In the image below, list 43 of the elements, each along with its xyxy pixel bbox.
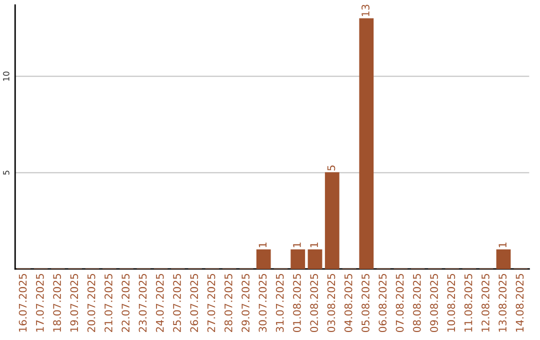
x-tick-label: 17.07.2025: [36, 274, 44, 332]
x-tick-label: 16.07.2025: [18, 274, 27, 332]
x-tick-label: 23.07.2025: [138, 274, 147, 332]
x-tick-label: 07.08.2025: [396, 274, 404, 332]
x-tick-label: 29.07.2025: [242, 274, 250, 332]
data-label: 1: [258, 242, 266, 248]
x-tick-label: 03.08.2025: [327, 274, 336, 332]
bar: [308, 249, 322, 269]
data-label: 13: [362, 4, 370, 16]
y-tick-label: 10: [3, 72, 10, 81]
bar: [256, 249, 271, 269]
x-tick-label: 06.08.2025: [378, 274, 387, 332]
x-tick-label: 02.08.2025: [310, 274, 318, 332]
x-tick-label: 27.07.2025: [207, 274, 216, 332]
x-tick-label: 22.07.2025: [122, 274, 130, 332]
x-tick-label: 26.07.2025: [190, 274, 198, 332]
x-tick-label: 05.08.2025: [362, 274, 370, 332]
x-tick-label: 12.08.2025: [482, 274, 490, 332]
x-tick-label: 04.08.2025: [344, 274, 352, 332]
x-tick-label: 31.07.2025: [276, 274, 284, 332]
x-tick-label: 28.07.2025: [224, 274, 232, 332]
x-tick-label: 19.07.2025: [70, 274, 78, 332]
x-tick-label: 18.07.2025: [53, 274, 61, 332]
x-tick-label: 30.07.2025: [258, 274, 267, 332]
bar: [496, 249, 511, 269]
data-label: 1: [498, 242, 506, 248]
x-tick-label: 09.08.2025: [430, 274, 438, 332]
data-label: 1: [310, 242, 318, 248]
x-tick-label: 11.08.2025: [464, 274, 472, 332]
x-tick-label: 24.07.2025: [156, 274, 164, 332]
x-tick-label: 14.08.2025: [516, 274, 524, 332]
bar: [324, 172, 340, 269]
x-tick-label: 13.08.2025: [498, 274, 507, 332]
x-tick-label: 21.07.2025: [104, 274, 112, 332]
data-label: 5: [327, 166, 336, 170]
bar: [359, 18, 374, 269]
x-tick-label: 10.08.2025: [447, 274, 456, 332]
x-tick-label: 25.07.2025: [173, 274, 181, 332]
x-tick-label: 01.08.2025: [293, 274, 301, 332]
data-label: 1: [293, 242, 301, 248]
x-tick-label: 20.07.2025: [87, 274, 96, 332]
bar: [290, 249, 306, 269]
x-tick-label: 08.08.2025: [412, 274, 421, 332]
